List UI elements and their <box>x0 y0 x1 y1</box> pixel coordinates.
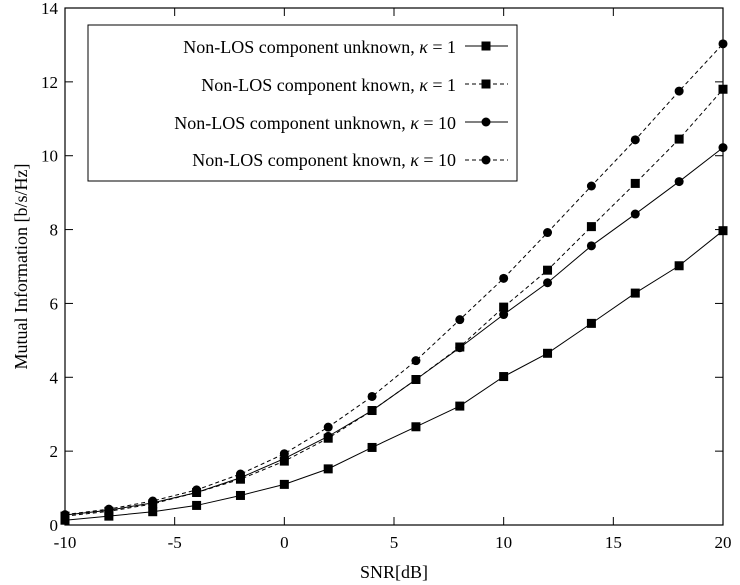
data-point-0-6 <box>323 464 333 474</box>
data-point-0-9 <box>455 401 465 411</box>
y-tick-label: 4 <box>50 368 59 387</box>
x-tick-label: 20 <box>715 533 732 552</box>
data-point-0-7 <box>367 442 377 452</box>
data-point-1-10 <box>499 302 509 312</box>
data-point-0-14 <box>674 261 684 271</box>
data-point-0-1 <box>104 511 114 521</box>
data-point-2-13 <box>630 209 640 219</box>
legend-box <box>87 24 518 182</box>
data-point-3-7 <box>367 391 377 401</box>
data-point-2-12 <box>586 241 596 251</box>
data-point-3-13 <box>630 135 640 145</box>
data-point-0-10 <box>499 372 509 382</box>
legend-marker-2 <box>481 117 491 127</box>
series-2 <box>60 143 728 520</box>
data-point-1-13 <box>630 178 640 188</box>
y-tick-label: 12 <box>41 73 58 92</box>
data-point-0-11 <box>543 348 553 358</box>
legend-label-2: Non-LOS component unknown, κ = 10 <box>174 113 456 133</box>
y-tick-label: 10 <box>41 147 58 166</box>
data-point-3-11 <box>543 228 553 238</box>
data-point-0-4 <box>235 490 245 500</box>
x-tick-label: 10 <box>495 533 512 552</box>
y-axis-label: Mutual Information [b/s/Hz] <box>11 164 31 370</box>
series-line-1 <box>64 88 724 517</box>
data-point-3-8 <box>411 356 421 366</box>
legend-label-0: Non-LOS component unknown, κ = 1 <box>183 37 456 57</box>
data-point-3-10 <box>499 273 509 283</box>
series-layer <box>60 39 728 525</box>
legend: Non-LOS component unknown, κ = 1 Non-LOS… <box>87 24 518 182</box>
data-point-2-14 <box>674 177 684 187</box>
data-point-3-1 <box>104 504 114 514</box>
x-tick-label: 15 <box>605 533 622 552</box>
series-line-0 <box>64 230 724 521</box>
series-0 <box>60 226 728 525</box>
data-point-3-9 <box>455 315 465 325</box>
data-point-3-4 <box>235 469 245 479</box>
legend-marker-0 <box>481 41 491 51</box>
data-point-3-3 <box>192 485 202 495</box>
data-point-0-8 <box>411 422 421 432</box>
x-tick-label: -10 <box>54 533 77 552</box>
y-tick-label: 14 <box>41 0 59 18</box>
data-point-3-12 <box>586 181 596 191</box>
data-point-0-5 <box>279 479 289 489</box>
y-tick-label: 8 <box>50 221 59 240</box>
y-tick-label: 6 <box>50 294 59 313</box>
y-tick-label: 0 <box>50 516 59 535</box>
data-point-2-10 <box>499 310 509 320</box>
data-point-2-8 <box>411 375 421 385</box>
y-tick-label: 2 <box>50 442 59 461</box>
series-line-2 <box>64 147 724 516</box>
legend-samples <box>465 41 508 165</box>
data-point-1-11 <box>543 265 553 275</box>
data-point-3-14 <box>674 86 684 96</box>
data-point-2-7 <box>367 406 377 416</box>
data-point-0-2 <box>148 507 158 517</box>
x-axis-label: SNR[dB] <box>360 562 428 582</box>
x-tick-label: -5 <box>168 533 182 552</box>
data-point-3-5 <box>279 449 289 459</box>
data-point-2-6 <box>323 431 333 441</box>
axes-layer: -10 -5 0 5 10 15 20 0 2 4 6 8 10 12 14 <box>41 0 732 552</box>
x-tick-label: 5 <box>390 533 399 552</box>
data-point-3-6 <box>323 422 333 432</box>
data-point-3-2 <box>148 496 158 506</box>
data-point-2-11 <box>543 278 553 288</box>
legend-label-1: Non-LOS component known, κ = 1 <box>201 75 456 95</box>
data-point-1-14 <box>674 134 684 144</box>
legend-label-3: Non-LOS component known, κ = 10 <box>192 150 456 170</box>
data-point-0-3 <box>192 500 202 510</box>
data-point-0-13 <box>630 288 640 298</box>
legend-marker-3 <box>481 155 491 165</box>
series-3 <box>60 39 728 520</box>
x-tick-label: 0 <box>280 533 289 552</box>
legend-marker-1 <box>481 79 491 89</box>
data-point-2-9 <box>455 343 465 353</box>
data-point-0-12 <box>586 318 596 328</box>
data-point-1-12 <box>586 222 596 232</box>
